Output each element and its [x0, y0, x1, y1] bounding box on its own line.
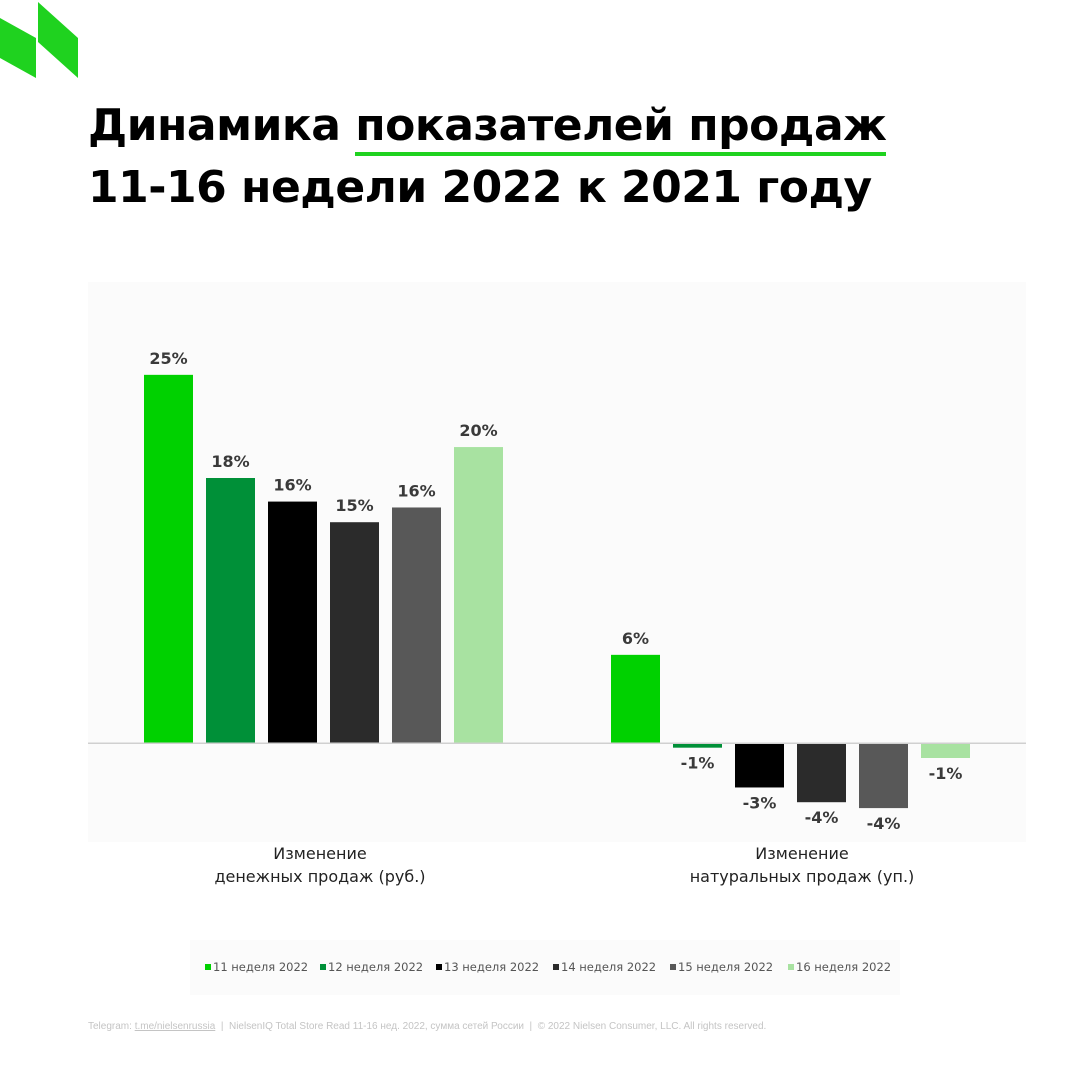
legend-label-w14: 14 неделя 2022: [561, 960, 657, 974]
data-label-w16-money: 20%: [459, 421, 497, 440]
legend-label-w12: 12 неделя 2022: [328, 960, 424, 974]
data-label-w16-units: -1%: [929, 764, 963, 783]
title-line1-highlight: показателей продаж: [355, 100, 887, 156]
bar-w11-money: [144, 374, 193, 744]
data-label-w14-units: -4%: [805, 808, 839, 827]
footer-source: | NielsenIQ Total Store Read 11-16 нед. …: [215, 1021, 767, 1032]
bar-w15-money: [392, 507, 441, 744]
chart-area: 25% 6% 18% -1% 16% -3% 15% -4% 16% -4% 20% -1%: [88, 282, 1026, 842]
data-label-w15-units: -4%: [867, 814, 901, 833]
category-label-money-line1: Изменение: [273, 844, 367, 863]
legend-swatch-w16: [788, 964, 794, 970]
bar-w13-money: [268, 501, 317, 744]
chart-legend: 11 неделя 2022 12 неделя 2022 13 неделя 20…: [190, 940, 900, 995]
legend-label-w13: 13 неделя 2022: [444, 960, 540, 974]
footer-prefix: Telegram:: [88, 1021, 135, 1032]
data-label-w14-money: 15%: [335, 496, 373, 515]
legend-label-w15: 15 неделя 2022: [678, 960, 774, 974]
title-line1-plain: Динамика: [88, 100, 356, 151]
bar-w13-units: [735, 743, 784, 788]
category-label-units-line1: Изменение: [755, 844, 849, 863]
data-label-w11-money: 25%: [149, 349, 187, 368]
data-label-w11-units: 6%: [622, 629, 649, 648]
legend-item-w15: 15 неделя 2022: [670, 960, 773, 974]
data-label-w15-money: 16%: [397, 481, 435, 500]
bar-w16-money: [454, 447, 503, 744]
bar-w12-units: [673, 743, 722, 748]
bar-w14-money: [330, 522, 379, 744]
data-label-w12-money: 18%: [211, 452, 249, 471]
data-label-w13-units: -3%: [743, 793, 777, 812]
footer-telegram-link[interactable]: t.me/nielsenrussia: [134, 1021, 216, 1032]
legend-swatch-w11: [205, 964, 211, 970]
page-title: Динамика показателей продаж 11-16 недели…: [88, 95, 887, 219]
legend-swatch-w14: [553, 964, 559, 970]
legend-item-w12: 12 неделя 2022: [320, 960, 423, 974]
data-label-w12-units: -1%: [681, 754, 715, 773]
footer-note: Telegram: t.me/nielsenrussia | NielsenIQ…: [88, 1021, 766, 1032]
legend-swatch-w15: [670, 964, 676, 970]
bar-w16-units: [921, 743, 970, 758]
legend-label-w16: 16 неделя 2022: [796, 960, 892, 974]
bar-w12-money: [206, 478, 255, 744]
legend-item-w16: 16 неделя 2022: [788, 960, 891, 974]
data-label-w13-money: 16%: [273, 476, 311, 495]
legend-swatch-w13: [436, 964, 442, 970]
legend-item-w13: 13 неделя 2022: [436, 960, 539, 974]
legend-swatch-w12: [320, 964, 326, 970]
category-label-money-line2: денежных продаж (руб.): [214, 867, 426, 886]
legend-item-w14: 14 неделя 2022: [553, 960, 656, 974]
legend-label-w11: 11 неделя 2022: [213, 960, 309, 974]
bar-w14-units: [797, 743, 846, 803]
title-line2: 11-16 недели 2022 к 2021 году: [88, 162, 872, 213]
category-label-units-line2: натуральных продаж (уп.): [689, 867, 915, 886]
legend-item-w11: 11 неделя 2022: [205, 960, 308, 974]
bar-w11-units: [611, 654, 660, 744]
nielsen-logo: [0, 2, 78, 78]
bar-chart: 25% 6% 18% -1% 16% -3% 15% -4% 16% -4% 20% -1%: [88, 282, 1026, 842]
bar-w15-units: [859, 743, 908, 809]
